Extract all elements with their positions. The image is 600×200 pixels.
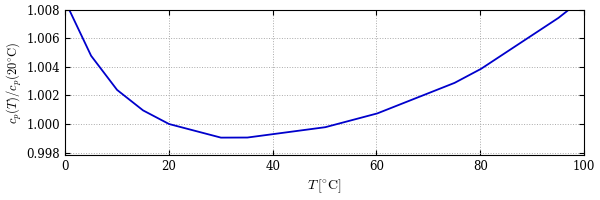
X-axis label: $T\,[^{\circ}\mathrm{C}]$: $T\,[^{\circ}\mathrm{C}]$ — [307, 177, 342, 195]
Y-axis label: $c_p(T)/c_p(20^{\circ}\mathrm{C})$: $c_p(T)/c_p(20^{\circ}\mathrm{C})$ — [5, 42, 24, 124]
